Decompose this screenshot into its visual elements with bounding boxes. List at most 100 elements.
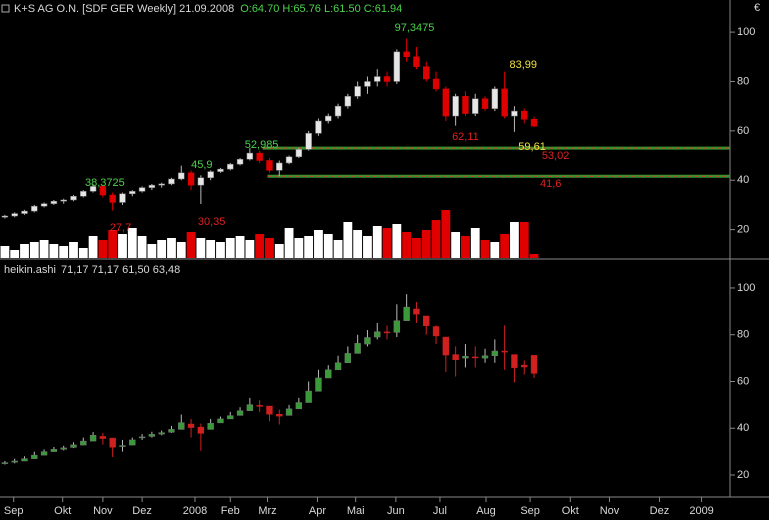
volume-bar xyxy=(59,246,69,258)
volume-bar xyxy=(519,222,529,258)
candle-body xyxy=(21,458,28,462)
candle-body xyxy=(11,213,18,217)
candle-body xyxy=(521,110,528,120)
candle-body xyxy=(70,444,77,448)
volume-bar xyxy=(147,244,157,258)
y-tick-label: 20 xyxy=(737,469,749,481)
candle-body xyxy=(89,435,97,442)
candle-body xyxy=(383,331,391,334)
annotation: 41,6 xyxy=(540,178,561,190)
x-tick-label: 2008 xyxy=(183,505,207,517)
candle-body xyxy=(21,210,28,214)
candle-body xyxy=(374,76,381,82)
candle-body xyxy=(31,454,38,459)
candle-body xyxy=(403,51,410,58)
volume-bar xyxy=(500,234,510,258)
volume-bar xyxy=(274,244,284,258)
x-tick-label: Nov xyxy=(600,505,620,517)
volume-bar xyxy=(29,242,39,258)
candle-body xyxy=(60,447,67,450)
candle-body xyxy=(481,355,489,359)
candle-body xyxy=(158,432,165,435)
candle-body xyxy=(138,187,146,192)
volume-bar xyxy=(186,232,196,258)
candle-body xyxy=(374,331,381,338)
y-tick-label: 40 xyxy=(737,174,749,186)
candle-body xyxy=(99,436,107,439)
volume-bar xyxy=(20,244,29,258)
volume-bar xyxy=(402,232,412,258)
volume-bar xyxy=(265,238,274,258)
volume-bar xyxy=(510,222,519,258)
candle-body xyxy=(266,160,273,171)
volume-bar xyxy=(0,246,10,258)
volume-bar xyxy=(461,236,470,258)
candle-body xyxy=(423,315,430,327)
indicator-title: heikin.ashi xyxy=(4,264,56,276)
candle-body xyxy=(187,172,195,186)
candle-body xyxy=(31,205,38,212)
volume-bar xyxy=(382,228,392,258)
x-tick-label: Mai xyxy=(347,505,365,517)
candle-body xyxy=(148,184,156,188)
x-tick-label: Aug xyxy=(476,505,496,517)
candle-body xyxy=(511,354,518,368)
y-tick-label: 80 xyxy=(737,329,749,341)
volume-bar xyxy=(206,240,216,258)
candle-body xyxy=(40,451,48,456)
candle-body xyxy=(432,326,440,337)
chart-subtitle: O:64.70 H:65.76 L:61.50 C:61.94 xyxy=(240,3,402,15)
volume-bar xyxy=(88,236,98,258)
candle-body xyxy=(413,308,420,315)
annotation: 38,3725 xyxy=(85,177,125,189)
candle-body xyxy=(491,350,499,357)
x-tick-label: Okt xyxy=(562,505,579,517)
candle-body xyxy=(403,306,410,321)
candle-body xyxy=(530,355,538,374)
annotation: 62,11 xyxy=(452,131,479,143)
candle-body xyxy=(109,194,116,203)
volume-bar xyxy=(98,240,108,258)
candle-body xyxy=(383,76,391,82)
x-tick-label: Mrz xyxy=(258,505,276,517)
candle-body xyxy=(393,51,401,82)
candle-body xyxy=(119,445,126,447)
candle-body xyxy=(295,402,303,410)
annotation: 30,35 xyxy=(198,216,226,228)
candle-body xyxy=(197,426,205,434)
candle-body xyxy=(217,168,224,172)
candle-body xyxy=(462,96,469,114)
y-tick-label: 100 xyxy=(737,282,755,294)
volume-bar xyxy=(108,230,118,258)
candle-body xyxy=(207,171,214,179)
candle-body xyxy=(1,215,9,218)
x-tick-label: Feb xyxy=(221,505,240,517)
candle-body xyxy=(276,413,283,417)
candle-body xyxy=(481,98,489,109)
candle-body xyxy=(227,163,234,170)
y-tick-label: 60 xyxy=(737,125,749,137)
x-tick-label: Dez xyxy=(132,505,152,517)
volume-bar xyxy=(137,236,147,258)
volume-bar xyxy=(216,242,225,258)
x-tick-label: Sep xyxy=(520,505,540,517)
volume-bar xyxy=(127,228,137,258)
x-tick-label: 2009 xyxy=(689,505,713,517)
candle-body xyxy=(472,98,479,114)
candle-body xyxy=(432,78,440,90)
candle-body xyxy=(129,191,136,195)
currency-label: € xyxy=(754,2,760,14)
volume-bar xyxy=(284,228,294,258)
candle-body xyxy=(315,377,322,392)
annotation: 27,7 xyxy=(110,222,131,234)
candle-body xyxy=(246,404,254,411)
volume-bar xyxy=(294,238,304,258)
candle-body xyxy=(491,88,499,109)
volume-bar xyxy=(39,240,49,258)
volume-bar xyxy=(343,222,353,258)
indicator-values: 71,17 71,17 61,50 63,48 xyxy=(61,264,180,276)
volume-bar xyxy=(157,240,167,258)
candle-body xyxy=(452,96,459,117)
candle-body xyxy=(472,356,479,359)
candle-body xyxy=(178,422,185,430)
